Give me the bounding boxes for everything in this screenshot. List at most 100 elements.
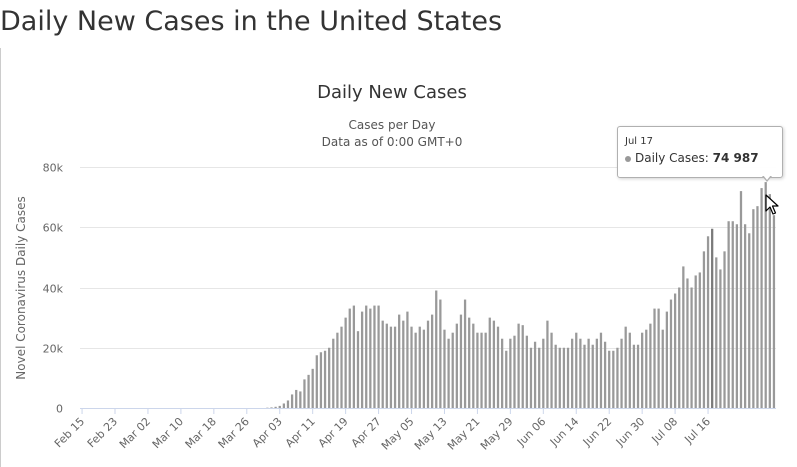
bar[interactable]	[665, 311, 668, 408]
bar[interactable]	[682, 266, 685, 408]
bar[interactable]	[332, 338, 335, 408]
bar[interactable]	[398, 314, 401, 408]
bar[interactable]	[352, 305, 356, 408]
bar[interactable]	[562, 347, 566, 408]
bar[interactable]	[492, 320, 496, 408]
bar[interactable]	[752, 209, 755, 408]
bar[interactable]	[661, 329, 664, 408]
bar[interactable]	[307, 374, 310, 408]
bar[interactable]	[418, 326, 421, 408]
bar[interactable]	[653, 308, 656, 408]
bar[interactable]	[459, 314, 463, 408]
bar[interactable]	[628, 332, 631, 408]
bar[interactable]	[521, 325, 524, 408]
bar[interactable]	[760, 188, 763, 408]
bar[interactable]	[694, 275, 697, 408]
bar[interactable]	[608, 350, 611, 408]
bar[interactable]	[533, 341, 537, 408]
bar[interactable]	[764, 182, 767, 408]
bar[interactable]	[463, 299, 467, 408]
bar[interactable]	[743, 224, 747, 408]
bar[interactable]	[311, 368, 314, 408]
bar[interactable]	[735, 224, 739, 408]
bar[interactable]	[575, 332, 578, 408]
bar[interactable]	[476, 332, 479, 408]
bar[interactable]	[299, 391, 302, 408]
bar[interactable]	[340, 326, 343, 408]
bar[interactable]	[435, 290, 438, 408]
bar[interactable]	[529, 347, 533, 408]
bar[interactable]	[348, 308, 351, 408]
bar[interactable]	[649, 323, 652, 408]
bar[interactable]	[323, 350, 327, 408]
bar[interactable]	[468, 317, 471, 409]
bar[interactable]	[393, 326, 397, 408]
bar[interactable]	[538, 347, 541, 408]
bar[interactable]	[690, 287, 693, 409]
bar[interactable]	[406, 311, 409, 408]
bar[interactable]	[385, 323, 388, 408]
bar[interactable]	[509, 338, 512, 408]
bar[interactable]	[591, 344, 594, 408]
bar[interactable]	[731, 221, 734, 408]
bar[interactable]	[616, 347, 619, 408]
bar[interactable]	[377, 305, 380, 408]
bar[interactable]	[402, 320, 405, 408]
bar[interactable]	[443, 329, 446, 408]
bar[interactable]	[624, 326, 627, 408]
bar[interactable]	[558, 347, 561, 408]
bar[interactable]	[496, 326, 500, 408]
bar[interactable]	[554, 344, 557, 408]
bar[interactable]	[612, 350, 615, 408]
bar[interactable]	[678, 287, 681, 409]
bar[interactable]	[706, 236, 710, 408]
bar[interactable]	[373, 305, 376, 408]
bar[interactable]	[546, 320, 549, 408]
bar[interactable]	[719, 269, 722, 408]
bar[interactable]	[698, 272, 701, 408]
bar[interactable]	[715, 257, 718, 409]
bar[interactable]	[550, 332, 553, 408]
bar[interactable]	[599, 332, 603, 408]
bar[interactable]	[484, 332, 487, 408]
bar[interactable]	[673, 293, 677, 408]
bar[interactable]	[748, 233, 751, 408]
bar[interactable]	[595, 338, 598, 408]
bar[interactable]	[702, 251, 706, 408]
bar[interactable]	[410, 326, 413, 408]
bar[interactable]	[517, 323, 520, 408]
bar[interactable]	[603, 341, 607, 408]
bar[interactable]	[579, 338, 582, 408]
bar[interactable]	[365, 305, 368, 408]
bar[interactable]	[270, 407, 273, 408]
bar[interactable]	[587, 338, 590, 408]
bar[interactable]	[455, 323, 458, 408]
bar[interactable]	[336, 332, 339, 408]
bar[interactable]	[727, 221, 730, 408]
bar[interactable]	[389, 326, 393, 408]
bar-highlighted[interactable]	[711, 228, 714, 408]
bar[interactable]	[274, 406, 277, 408]
bar[interactable]	[369, 308, 372, 408]
bar[interactable]	[632, 344, 636, 408]
bar[interactable]	[620, 338, 623, 408]
bar[interactable]	[381, 320, 384, 408]
bar[interactable]	[566, 347, 570, 408]
bar[interactable]	[501, 338, 504, 408]
bar[interactable]	[295, 389, 298, 408]
bar[interactable]	[641, 332, 644, 408]
bar[interactable]	[583, 344, 586, 408]
bar[interactable]	[344, 317, 347, 409]
bar[interactable]	[430, 314, 434, 408]
bar[interactable]	[739, 191, 743, 408]
bar[interactable]	[723, 251, 726, 408]
bar[interactable]	[768, 194, 771, 408]
bar[interactable]	[686, 278, 689, 408]
bar[interactable]	[636, 344, 640, 408]
bar[interactable]	[542, 338, 545, 408]
bar[interactable]	[513, 335, 516, 408]
bar[interactable]	[480, 332, 483, 408]
bar[interactable]	[360, 311, 364, 408]
bar[interactable]	[426, 320, 430, 408]
bar[interactable]	[328, 347, 331, 408]
